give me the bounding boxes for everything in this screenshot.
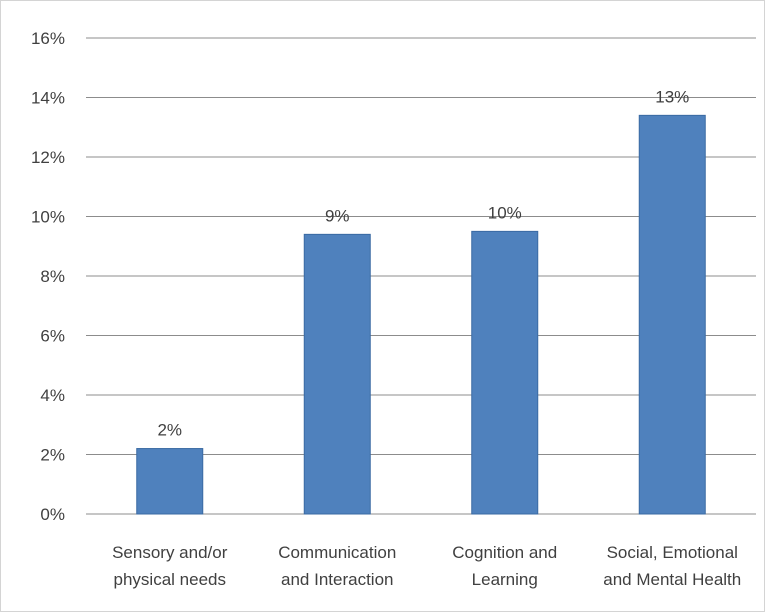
x-category-label: Social, Emotional [607, 543, 738, 562]
bar [638, 114, 706, 515]
y-tick-label: 12% [31, 148, 65, 167]
x-category-label: and Interaction [281, 570, 393, 589]
y-tick-label: 0% [40, 505, 65, 524]
x-category-label: Communication [278, 543, 396, 562]
data-labels: 2% 9% 10% 13% [157, 87, 689, 439]
data-label: 2% [157, 421, 182, 440]
x-category-label: Cognition and [452, 543, 557, 562]
data-label: 9% [325, 206, 350, 225]
y-tick-label: 2% [40, 446, 65, 465]
y-tick-label: 4% [40, 386, 65, 405]
bar [471, 230, 539, 515]
y-tick-label: 14% [31, 89, 65, 108]
data-label: 10% [488, 203, 522, 222]
x-category-label: Learning [472, 570, 538, 589]
x-category-label: physical needs [114, 570, 226, 589]
y-tick-label: 6% [40, 327, 65, 346]
y-tick-label: 10% [31, 208, 65, 227]
bar [136, 448, 204, 515]
y-tick-label: 8% [40, 267, 65, 286]
x-axis-category-labels: Sensory and/or physical needs Communicatio… [112, 543, 741, 589]
y-axis-tick-labels: 0% 2% 4% 6% 8% 10% 12% 14% 16% [31, 29, 65, 524]
x-category-label: Sensory and/or [112, 543, 228, 562]
bars [136, 114, 706, 515]
x-category-label: and Mental Health [603, 570, 741, 589]
bar [303, 233, 371, 515]
y-tick-label: 16% [31, 29, 65, 48]
data-label: 13% [655, 87, 689, 106]
